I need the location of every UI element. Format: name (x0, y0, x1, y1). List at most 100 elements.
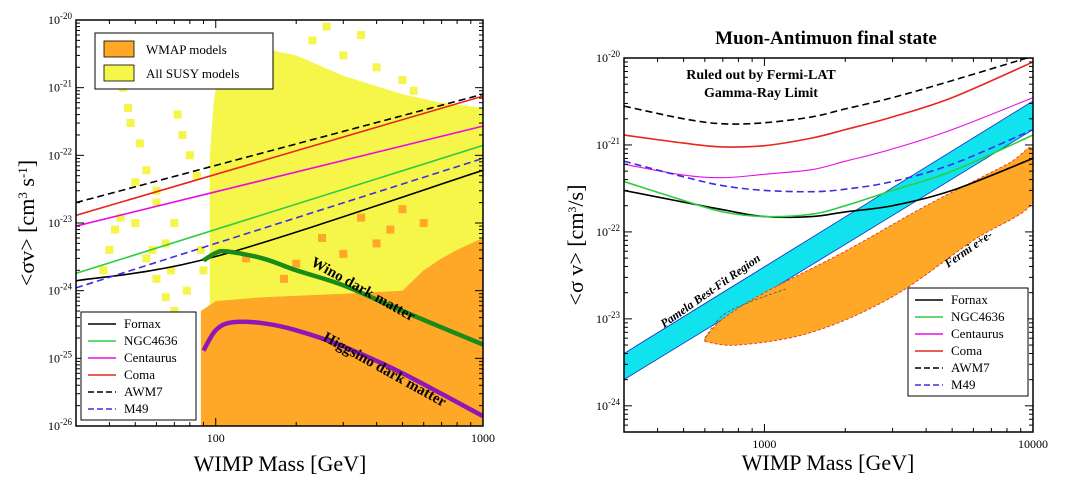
right-ticks: 1000 10000 10-24 10-23 10-22 10-21 10-20 (596, 49, 1048, 451)
susy-model-point (182, 286, 191, 295)
wmap-model-point (242, 254, 251, 263)
wmap-model-point (419, 219, 428, 227)
susy-model-point (161, 239, 170, 248)
susy-model-point (409, 86, 418, 95)
left-legend-label-ngc4636: NGC4636 (124, 333, 178, 348)
left-legend-label-fornax: Fornax (124, 316, 161, 331)
susy-model-point (152, 186, 161, 195)
right-y-tick-label: 10-22 (596, 223, 620, 239)
right-y-axis-label: <σ v> [cm3/s] (563, 185, 588, 306)
right-series-m49 (624, 128, 1033, 193)
susy-model-point (167, 266, 175, 275)
right-y-tick-label: 10-21 (596, 136, 620, 152)
left-x-tick-label: 1000 (471, 431, 495, 445)
susy-model-point (199, 266, 208, 275)
susy-model-point (142, 254, 151, 263)
susy-model-point (322, 22, 331, 31)
susy-model-point (152, 198, 161, 207)
left-legend-label-awm7: AWM7 (124, 384, 163, 399)
left-series-ngc4636 (76, 144, 483, 275)
right-chart-title: Muon-Antimuon final state (715, 28, 937, 49)
right-x-tick-label: 1000 (752, 437, 776, 451)
susy-model-point (135, 139, 144, 148)
left-series-higgsino-dark-matter (201, 319, 483, 419)
right-legend-label-coma: Coma (951, 343, 982, 358)
susy-model-point (99, 266, 108, 275)
susy-model-point (170, 219, 179, 227)
right-series-centaurus (624, 97, 1033, 179)
susy-model-point (196, 245, 205, 254)
susy-model-point (152, 274, 161, 283)
wmap-model-point (318, 234, 327, 242)
right-legend-label-ngc4636: NGC4636 (951, 309, 1005, 324)
susy-model-point (116, 213, 125, 222)
left-legend-label-m49: M49 (124, 401, 149, 416)
left-ticks: 100 1000 10-26 10-25 10-24 10-23 10-22 10-21 10-… (48, 11, 495, 445)
right-legend: Fornax NGC4636 Centaurus Coma AWM7 M49 (907, 287, 1029, 397)
legend-label-wmap: WMAP models (146, 42, 227, 57)
wmap-model-point (398, 205, 407, 214)
left-y-tick-label: 10-23 (48, 214, 72, 230)
left-y-tick-label: 10-26 (48, 417, 72, 433)
right-series-ngc4636 (624, 134, 1033, 218)
right-legend-label-centaurus: Centaurus (951, 326, 1004, 341)
susy-model-point (142, 166, 151, 175)
left-y-tick-label: 10-22 (48, 146, 72, 162)
ruled-out-line-1: Ruled out by Fermi-LAT (686, 68, 836, 83)
wmap-model-point (339, 249, 348, 258)
susy-model-point (124, 104, 133, 112)
right-series-lines (624, 58, 1033, 219)
left-x-tick-label: 100 (207, 431, 225, 445)
left-series-awm7 (76, 93, 483, 204)
right-legend-label-fornax: Fornax (951, 292, 988, 307)
susy-model-point (185, 151, 194, 160)
susy-model-point (178, 131, 187, 139)
susy-model-point (126, 119, 135, 127)
left-legend-bottom: Fornax NGC4636 Centaurus Coma AWM7 M49 (80, 311, 197, 421)
right-y-tick-label: 10-20 (596, 49, 620, 65)
left-legend-label-coma: Coma (124, 367, 155, 382)
legend-swatch-susy (103, 64, 135, 82)
left-y-tick-label: 10-21 (48, 79, 72, 95)
left-y-tick-label: 10-25 (48, 349, 72, 365)
susy-model-point (192, 171, 201, 180)
fermi-ee-outline (704, 288, 786, 339)
right-legend-label-awm7: AWM7 (951, 360, 990, 375)
right-y-tick-label: 10-24 (596, 397, 620, 413)
susy-model-point (398, 76, 407, 84)
left-legend-top: WMAP models All SUSY models (94, 32, 274, 90)
susy-model-point (308, 36, 317, 45)
left-y-tick-label: 10-24 (48, 282, 72, 298)
susy-model-point (372, 63, 381, 72)
susy-model-point (161, 293, 170, 302)
right-series-coma (624, 61, 1033, 148)
susy-model-point (105, 245, 114, 254)
left-y-tick-label: 10-20 (48, 11, 72, 27)
left-series-coma (76, 95, 483, 217)
left-series-wino-dark-matter (202, 248, 483, 347)
susy-model-point (173, 110, 182, 119)
right-x-tick-label: 10000 (1018, 437, 1048, 451)
legend-label-susy: All SUSY models (146, 66, 239, 81)
susy-model-point (357, 31, 366, 39)
left-series-centaurus (76, 125, 483, 227)
left-series-lines (76, 93, 483, 419)
left-y-axis-label: <σv> [cm3 s-1] (14, 160, 39, 286)
wmap-model-point (386, 225, 395, 234)
susy-model-point (111, 225, 120, 234)
right-y-tick-label: 10-23 (596, 310, 620, 326)
wmap-model-point (357, 213, 366, 222)
susy-model-point (339, 51, 348, 60)
right-series-awm7 (624, 58, 1030, 125)
right-legend-label-m49: M49 (951, 377, 976, 392)
chart-left: 100 1000 10-26 10-25 10-24 10-23 10-22 10-21 10-… (14, 11, 495, 476)
chart-right: Muon-Antimuon final state 1000 10000 10-24… (563, 28, 1048, 475)
ruled-out-line-2: Gamma-Ray Limit (704, 86, 818, 101)
susy-model-point (131, 219, 140, 227)
left-x-axis-label: WIMP Mass [GeV] (194, 451, 367, 476)
susy-model-point (170, 307, 179, 315)
left-legend-label-centaurus: Centaurus (124, 350, 177, 365)
wmap-model-point (292, 259, 301, 268)
wmap-model-point (372, 239, 381, 248)
